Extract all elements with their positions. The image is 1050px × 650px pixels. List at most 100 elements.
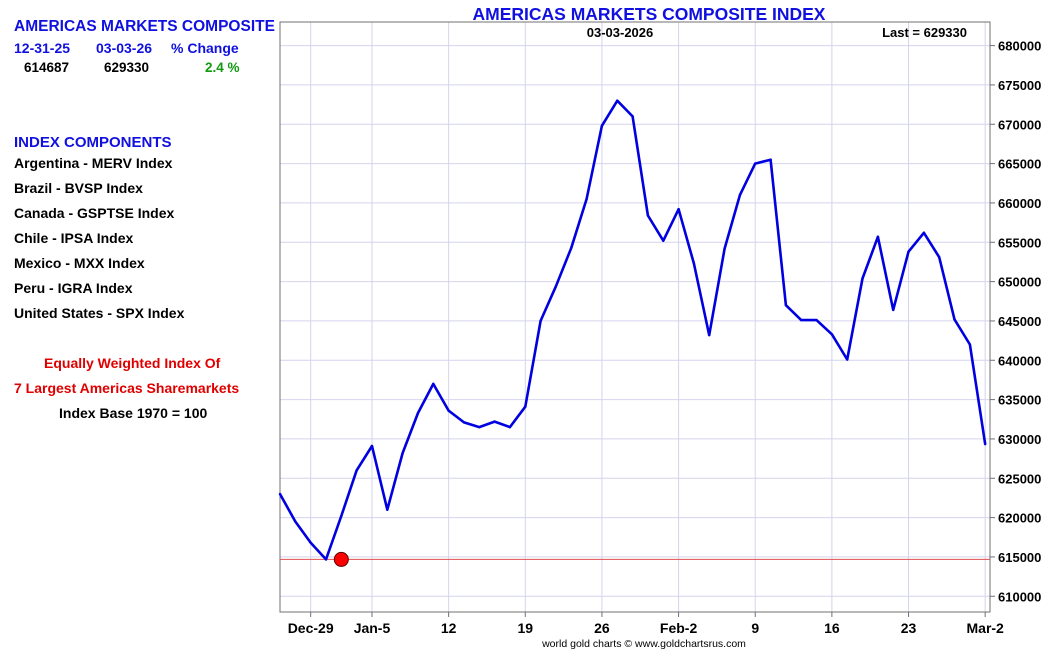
x-tick-label: 16 (824, 620, 840, 636)
data-point (784, 304, 788, 307)
chart-title: AMERICAS MARKETS COMPOSITE INDEX (473, 4, 826, 24)
component-item: Canada - GSPTSE Index (14, 205, 175, 221)
y-tick-label: 625000 (998, 471, 1041, 486)
note-line-3: Index Base 1970 = 100 (59, 405, 208, 421)
summary-col1-value: 614687 (24, 60, 70, 75)
x-tick-label: 23 (901, 620, 917, 636)
chart-date-label: 03-03-2026 (587, 25, 654, 40)
data-point (309, 541, 312, 544)
data-point (769, 158, 772, 161)
data-point (386, 508, 389, 511)
data-point (846, 358, 849, 361)
data-point (554, 285, 558, 288)
data-point (830, 333, 834, 336)
y-tick-label: 650000 (998, 275, 1041, 290)
summary-col2-value: 629330 (104, 60, 150, 75)
component-item: United States - SPX Index (14, 305, 185, 321)
y-tick-label: 675000 (998, 78, 1041, 93)
y-tick-label: 635000 (998, 393, 1041, 408)
data-point (922, 231, 926, 235)
data-point (570, 246, 573, 249)
grid-layer (280, 22, 990, 612)
x-tick-label: 26 (594, 620, 610, 636)
data-point (432, 382, 435, 386)
y-tick-label: 680000 (998, 39, 1041, 54)
data-point (876, 235, 880, 238)
note-line-2: 7 Largest Americas Sharemarkets (14, 380, 240, 396)
data-point (493, 420, 496, 423)
x-tick-label: 9 (751, 620, 759, 636)
data-point (600, 124, 604, 128)
data-point (508, 425, 512, 429)
data-point (416, 411, 420, 415)
data-point (278, 492, 282, 496)
component-item: Chile - IPSA Index (14, 230, 134, 246)
data-point (370, 444, 374, 448)
data-point (646, 214, 650, 217)
y-axis: 610000 615000 620000 625000 630000 635000 6400… (990, 39, 1041, 604)
chart-last-label: Last = 629330 (882, 25, 967, 40)
data-point (355, 469, 358, 472)
component-item: Peru - IGRA Index (14, 280, 133, 296)
data-point (616, 99, 619, 102)
data-point (738, 193, 742, 197)
plot-frame (279, 21, 991, 613)
y-tick-label: 630000 (998, 432, 1041, 447)
y-tick-label: 665000 (998, 157, 1041, 172)
data-point (340, 514, 343, 518)
summary-panel: AMERICAS MARKETS COMPOSITE 12-31-25 03-0… (0, 0, 280, 650)
data-point (708, 333, 711, 337)
y-tick-label: 645000 (998, 314, 1041, 329)
y-tick-label: 610000 (998, 589, 1041, 604)
x-tick-label: 19 (517, 620, 533, 636)
components-heading: INDEX COMPONENTS (14, 134, 172, 151)
data-point (937, 256, 941, 259)
data-point (754, 162, 757, 165)
component-item: Brazil - BVSP Index (14, 180, 143, 196)
x-axis: Dec-29 Jan-5 12 19 26 Feb-2 9 16 23 Mar-2 (288, 612, 1004, 636)
data-point (861, 277, 864, 280)
data-point (524, 405, 527, 408)
start-marker (333, 551, 349, 567)
data-point (585, 197, 588, 201)
data-point (983, 443, 987, 446)
x-tick-label: Feb-2 (660, 620, 698, 636)
data-point (294, 520, 297, 523)
y-tick-label: 620000 (998, 511, 1041, 526)
y-tick-label: 615000 (998, 550, 1041, 565)
data-point (800, 318, 803, 322)
data-point (324, 558, 328, 561)
summary-col2-header: 03-03-26 (96, 40, 153, 56)
x-tick-label: Jan-5 (354, 620, 391, 636)
data-point (462, 421, 466, 424)
summary-col1-header: 12-31-25 (14, 40, 71, 56)
data-point (892, 308, 895, 312)
x-tick-label: Dec-29 (288, 620, 334, 636)
data-point (677, 208, 680, 211)
summary-col3-header: % Change (171, 40, 239, 56)
component-item: Argentina - MERV Index (14, 155, 173, 171)
summary-title: AMERICAS MARKETS COMPOSITE (14, 18, 275, 35)
note-line-1: Equally Weighted Index Of (44, 355, 221, 371)
data-point (662, 239, 665, 242)
y-tick-label: 655000 (998, 235, 1041, 250)
data-point (968, 343, 972, 346)
series-line (278, 99, 987, 561)
y-tick-label: 640000 (998, 353, 1041, 368)
chart-footer: world gold charts © www.goldchartsrus.co… (541, 638, 746, 650)
data-point (953, 318, 956, 321)
data-points (278, 99, 987, 561)
data-point (447, 409, 450, 412)
y-tick-label: 660000 (998, 196, 1041, 211)
data-point (907, 250, 910, 253)
data-point (478, 425, 481, 429)
x-tick-label: Mar-2 (967, 620, 1005, 636)
x-tick-label: 12 (441, 620, 457, 636)
data-point (692, 262, 696, 265)
data-point (723, 247, 726, 250)
data-point (815, 318, 818, 322)
y-tick-label: 670000 (998, 117, 1041, 132)
summary-pct-change: 2.4 % (205, 60, 240, 75)
component-item: Mexico - MXX Index (14, 255, 145, 271)
